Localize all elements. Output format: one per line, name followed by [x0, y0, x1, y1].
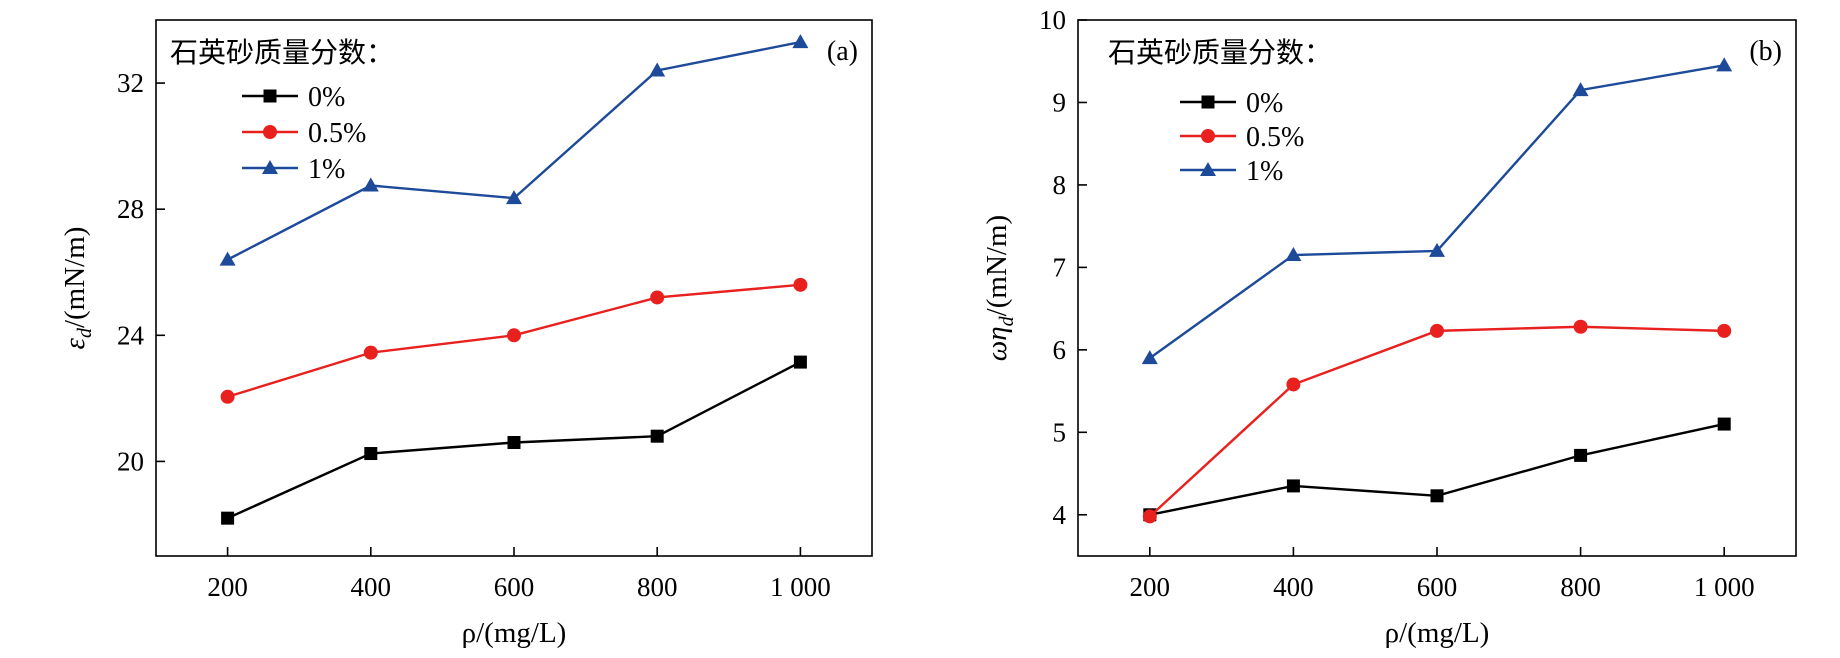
y-tick-label: 10: [1039, 5, 1066, 35]
series-1%: [219, 34, 809, 266]
y-tick-label: 8: [1053, 170, 1067, 200]
y-axis-label-unit: /(mN/m): [981, 215, 1013, 317]
y-axis-label-subscript: d: [996, 315, 1018, 326]
chart-panel-b: 200 400 600 800 1 000 4 5 6 7 8 9 10 ρ/(mg/L) ωηd/(mN…: [981, 5, 1797, 649]
data-point: [1430, 323, 1444, 338]
x-tick-label: 400: [351, 572, 392, 602]
x-axis-label: ρ/(mg/L): [1385, 617, 1490, 649]
panel-label: (a): [827, 36, 858, 67]
series-0%: [221, 355, 807, 525]
y-tick-label: 20: [117, 446, 144, 476]
legend-entry: 1%: [1246, 156, 1283, 187]
x-tick-label: 1 000: [1694, 572, 1755, 602]
data-point: [1572, 82, 1589, 97]
series-0%: [1143, 417, 1731, 522]
y-axis-label-symbol: ε: [59, 337, 91, 349]
data-point: [1286, 377, 1301, 392]
legend-entry: 1%: [308, 154, 345, 185]
legend-swatch-marker: [263, 89, 277, 103]
data-point: [1430, 489, 1444, 503]
y-axis-label: εd/(mN/m): [59, 227, 96, 350]
data-point: [1141, 350, 1158, 365]
x-tick-label: 200: [1130, 572, 1171, 602]
legend: 石英砂质量分数： 0%0.5%1%: [1108, 37, 1332, 187]
x-tick-label: 800: [1560, 572, 1601, 602]
series-line: [227, 40, 801, 261]
y-tick-label: 5: [1053, 417, 1067, 447]
legend-swatch-marker: [262, 160, 278, 174]
plot-frame: [1077, 19, 1797, 557]
legend-swatch-marker: [263, 125, 277, 139]
y-axis-label-subscript: d: [74, 327, 96, 338]
data-point: [1285, 247, 1302, 262]
chart-panel-a: 200 400 600 800 1 000 20 24 28 32 ρ/(mg/L) εd/(mN/…: [59, 19, 873, 649]
data-point: [1142, 509, 1157, 524]
data-point: [650, 290, 665, 305]
legend-entry: 0.5%: [1246, 122, 1304, 153]
y-tick-label: 6: [1053, 335, 1067, 365]
x-tick-label: 600: [1417, 572, 1458, 602]
data-point: [1574, 448, 1588, 462]
y-axis-label: ωηd/(mN/m): [981, 215, 1018, 361]
y-tick-label: 28: [117, 194, 144, 224]
data-point: [507, 328, 521, 343]
x-tick-label: 200: [207, 572, 248, 602]
series-0.5%: [220, 277, 808, 404]
legend: 石英砂质量分数： 0% 0.5% 1%: [170, 37, 394, 185]
data-point: [1429, 242, 1445, 257]
data-point: [364, 447, 378, 461]
data-point: [1717, 323, 1732, 338]
legend-swatch-marker: [1201, 129, 1215, 143]
legend-swatch-marker: [1200, 162, 1216, 176]
legend-entry: 0%: [308, 82, 345, 113]
series-1%: [1141, 57, 1733, 365]
legend-swatch-marker: [1201, 95, 1215, 109]
series-line: [1148, 325, 1725, 518]
y-tick-label: 9: [1053, 87, 1067, 117]
data-point: [793, 355, 807, 369]
data-point: [650, 429, 664, 443]
data-point: [1716, 57, 1733, 72]
series-line: [1149, 64, 1725, 360]
x-tick-label: 800: [637, 572, 678, 602]
data-point: [219, 251, 236, 266]
y-axis-label-symbol: ωη: [981, 326, 1013, 361]
data-point: [363, 345, 378, 360]
legend-entry: 0.5%: [308, 118, 366, 149]
y-tick-label: 7: [1053, 252, 1067, 282]
data-point: [506, 190, 522, 205]
data-point: [1286, 479, 1300, 493]
data-point: [507, 435, 521, 449]
data-point: [792, 34, 809, 49]
y-tick-label: 32: [117, 68, 144, 98]
y-axis-label-unit: /(mN/m): [59, 227, 91, 329]
panel-label: (b): [1749, 36, 1782, 67]
data-point: [362, 177, 379, 192]
y-tick-label: 4: [1053, 500, 1067, 530]
series-0.5%: [1142, 319, 1732, 524]
data-point: [221, 511, 235, 525]
x-tick-label: 600: [494, 572, 535, 602]
x-tick-label: 400: [1273, 572, 1314, 602]
data-point: [793, 277, 808, 292]
legend-title: 石英砂质量分数：: [170, 37, 394, 69]
legend-title: 石英砂质量分数：: [1108, 37, 1332, 69]
x-tick-label: 1 000: [770, 572, 831, 602]
legend-entry: 0%: [1246, 88, 1283, 119]
data-point: [220, 389, 235, 404]
y-tick-label: 24: [117, 320, 145, 350]
data-point: [1717, 417, 1731, 431]
data-point: [649, 62, 666, 77]
x-axis-label: ρ/(mg/L): [462, 617, 567, 649]
data-point: [1573, 319, 1588, 334]
